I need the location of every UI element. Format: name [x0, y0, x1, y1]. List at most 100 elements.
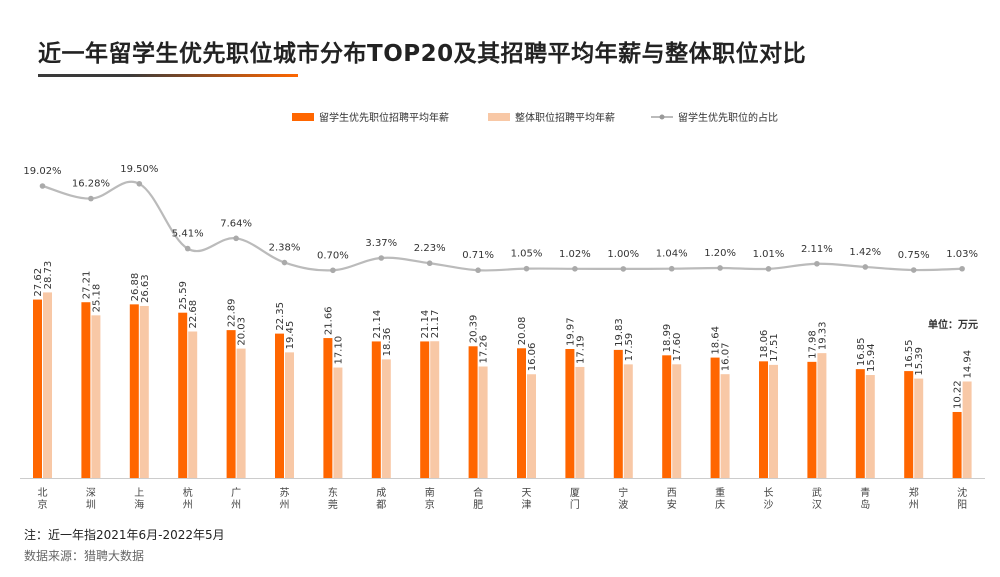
- line-point: [814, 260, 820, 267]
- x-tick-label: 天津: [522, 488, 532, 511]
- legend-item-series1: 留学生优先职位招聘平均年薪: [292, 111, 449, 124]
- bar-label-series1: 27.62: [33, 268, 44, 297]
- bar-label-series2: 15.39: [914, 347, 925, 376]
- bar-series2: [236, 348, 246, 478]
- line-point: [668, 265, 675, 272]
- bar-series1: [178, 312, 188, 478]
- bar-series2: [478, 366, 488, 478]
- bar-label-series2: 19.33: [817, 321, 828, 350]
- x-tick-label: 成都: [376, 487, 386, 511]
- legend: 留学生优先职位招聘平均年薪 整体职位招聘平均年薪 留学生优先职位的占比: [292, 111, 778, 124]
- bar-label-series1: 18.06: [759, 330, 770, 359]
- page-title: 近一年留学生优先职位城市分布TOP20及其招聘平均年薪与整体职位对比: [38, 41, 807, 67]
- line-point-label: 2.38%: [269, 243, 301, 254]
- bar-series1: [855, 369, 865, 478]
- bar-series1: [662, 355, 672, 478]
- x-tick-label: 南京: [425, 486, 435, 511]
- bar-series2: [817, 353, 827, 478]
- bar-series1: [952, 411, 962, 478]
- bar-label-series2: 17.60: [672, 333, 683, 362]
- x-tick-label: 重庆: [715, 486, 725, 511]
- line-point-label: 7.64%: [220, 218, 252, 229]
- bar-label-series2: 28.73: [43, 261, 54, 290]
- line-point-label: 0.71%: [462, 250, 494, 261]
- line-point-label: 16.28%: [72, 179, 110, 190]
- bar-label-series1: 26.88: [130, 273, 141, 302]
- line-point: [765, 266, 772, 272]
- legend-item-series2: 整体职位招聘平均年薪: [488, 111, 615, 124]
- x-tick-label: 上海: [134, 487, 144, 511]
- bar-label-series1: 21.14: [420, 310, 431, 339]
- line-point: [620, 266, 627, 272]
- bar-series1: [420, 341, 430, 478]
- x-tick-label: 合肥: [473, 486, 483, 511]
- line-point-label: 1.02%: [559, 249, 591, 260]
- bar-label-series1: 16.85: [856, 338, 867, 367]
- x-tick-label: 沈阳: [957, 486, 967, 511]
- bar-label-series1: 17.98: [807, 330, 818, 359]
- x-tick-label: 郑州: [909, 486, 919, 511]
- bar-label-series1: 25.59: [178, 281, 189, 310]
- x-tick-label: 长沙: [764, 487, 774, 511]
- line-point-label: 2.11%: [801, 244, 833, 255]
- bar-label-series2: 17.51: [769, 333, 780, 362]
- bar-series1: [226, 330, 236, 478]
- line-series3: [42, 180, 963, 272]
- legend-swatch-marker: [659, 114, 665, 120]
- line-point-label: 0.75%: [898, 250, 930, 261]
- x-tick-label: 厦门: [570, 487, 580, 511]
- x-tick-label: 苏州: [280, 486, 290, 511]
- bar-series2: [333, 367, 343, 478]
- bar-series1: [323, 338, 333, 478]
- bar-label-series1: 16.55: [904, 339, 915, 368]
- bar-series1: [275, 333, 284, 478]
- x-tick-label: 宁波: [618, 486, 628, 511]
- bar-label-series2: 15.94: [866, 343, 877, 372]
- bar-label-series2: 16.06: [527, 343, 538, 372]
- line-point: [572, 266, 578, 272]
- x-tick-label: 青岛: [860, 486, 870, 511]
- bar-series2: [575, 366, 585, 478]
- bar-series1: [710, 357, 720, 478]
- bar-series1: [807, 361, 817, 478]
- bar-label-series2: 17.10: [333, 336, 344, 365]
- bar-label-series1: 19.97: [565, 317, 576, 346]
- legend-label: 留学生优先职位的占比: [678, 111, 778, 124]
- line-point: [136, 180, 143, 187]
- bar-series1: [129, 304, 139, 478]
- x-tick-label: 西安: [667, 488, 677, 511]
- bar-series1: [81, 302, 91, 478]
- footnote: 注：近一年指2021年6月-2022年5月: [24, 528, 225, 542]
- bar-series2: [769, 364, 778, 478]
- bar-series2: [527, 374, 536, 478]
- line-point: [39, 183, 46, 189]
- x-tick-label: 杭州: [183, 486, 193, 511]
- line-point-label: 1.04%: [656, 249, 688, 260]
- data-source: 数据来源：猎聘大数据: [24, 549, 145, 563]
- bar-series2: [381, 359, 391, 478]
- legend-swatch: [292, 113, 314, 121]
- line-point: [330, 267, 336, 274]
- bar-label-series1: 18.64: [711, 326, 722, 355]
- line-point: [88, 195, 94, 202]
- legend-item-series3: 留学生优先职位的占比: [651, 111, 778, 124]
- bar-label-series2: 22.68: [188, 300, 199, 329]
- bar-series2: [43, 292, 52, 478]
- line-point: [184, 245, 191, 252]
- line-point: [426, 260, 433, 267]
- line-point: [475, 267, 481, 274]
- bar-label-series1: 20.39: [469, 315, 480, 344]
- bar-label-series2: 16.07: [721, 343, 732, 372]
- line-point-label: 1.42%: [849, 247, 881, 258]
- bar-label-series2: 20.03: [237, 317, 248, 346]
- bar-label-series1: 22.89: [227, 298, 238, 327]
- bar-label-series1: 21.14: [372, 310, 383, 339]
- bar-label-series2: 14.94: [963, 350, 974, 379]
- bar-series1: [468, 346, 478, 478]
- bar-label-series2: 26.63: [140, 274, 151, 303]
- line-point-label: 3.37%: [365, 238, 397, 249]
- bar-label-series1: 22.35: [275, 302, 286, 331]
- bar-label-series2: 17.19: [575, 335, 586, 364]
- bar-series2: [430, 341, 440, 478]
- bar-series2: [865, 375, 875, 478]
